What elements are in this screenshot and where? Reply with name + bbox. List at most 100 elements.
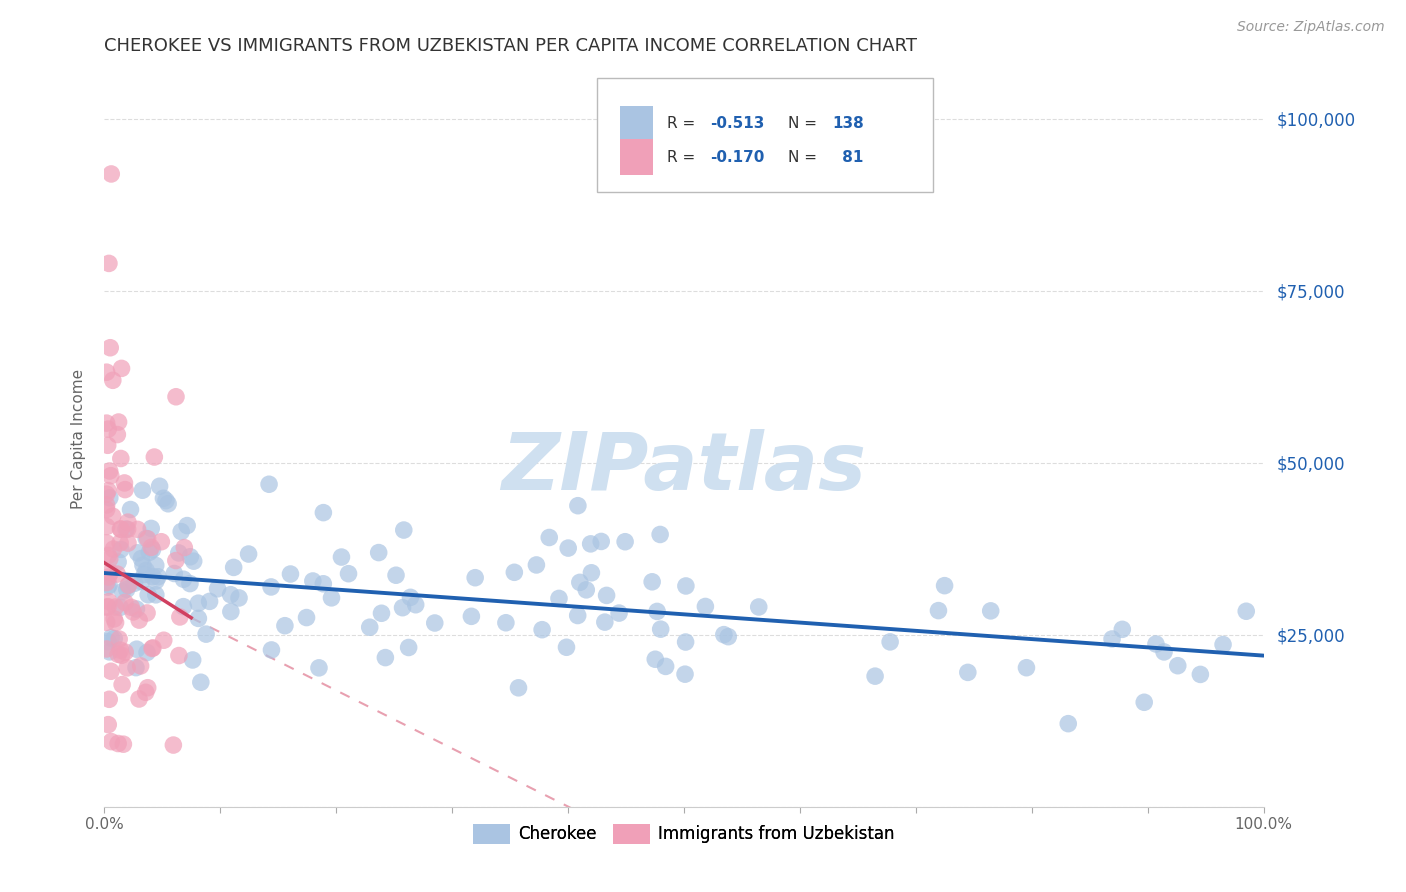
Point	[117, 536, 139, 550]
Point	[117, 578, 139, 592]
Point	[176, 518, 198, 533]
Point	[581, 566, 603, 580]
Point	[956, 665, 979, 680]
Point	[105, 567, 128, 582]
Point	[110, 361, 132, 376]
Point	[187, 596, 209, 610]
Point	[111, 648, 134, 663]
Point	[97, 634, 120, 648]
Point	[595, 588, 617, 602]
Point	[129, 659, 152, 673]
Point	[260, 580, 283, 594]
Point	[98, 552, 121, 566]
Point	[110, 451, 132, 466]
Text: -0.513: -0.513	[710, 116, 765, 131]
Point	[97, 717, 120, 731]
Point	[183, 554, 205, 568]
Point	[152, 491, 174, 506]
Point	[548, 591, 571, 606]
Point	[207, 582, 229, 596]
Point	[97, 256, 120, 270]
Point	[136, 588, 159, 602]
Point	[567, 499, 589, 513]
Point	[165, 390, 187, 404]
Point	[100, 468, 122, 483]
Text: 81: 81	[837, 150, 863, 164]
Point	[675, 635, 697, 649]
Point	[460, 609, 482, 624]
Point	[131, 483, 153, 498]
Point	[367, 545, 389, 559]
Point	[97, 549, 120, 563]
Point	[103, 612, 125, 626]
Point	[1101, 632, 1123, 646]
Point	[136, 532, 159, 546]
Point	[1057, 716, 1080, 731]
Point	[163, 566, 186, 581]
Point	[374, 650, 396, 665]
Point	[173, 541, 195, 555]
Point	[128, 613, 150, 627]
Text: Source: ZipAtlas.com: Source: ZipAtlas.com	[1237, 20, 1385, 34]
Point	[645, 604, 668, 618]
Point	[423, 615, 446, 630]
Point	[103, 542, 125, 557]
Point	[114, 483, 136, 497]
Point	[114, 475, 136, 490]
Point	[567, 608, 589, 623]
FancyBboxPatch shape	[598, 78, 934, 192]
Point	[695, 599, 717, 614]
Point	[115, 582, 138, 597]
Point	[105, 427, 128, 442]
Point	[97, 422, 120, 436]
Point	[134, 567, 156, 582]
Text: 138: 138	[832, 116, 865, 131]
Point	[162, 738, 184, 752]
Point	[135, 685, 157, 699]
Point	[145, 558, 167, 573]
Point	[370, 607, 392, 621]
Point	[136, 645, 159, 659]
Point	[1212, 638, 1234, 652]
Point	[96, 416, 118, 430]
Point	[654, 659, 676, 673]
Point	[219, 588, 242, 602]
Point	[1153, 645, 1175, 659]
Point	[385, 568, 408, 582]
Point	[157, 497, 180, 511]
Point	[312, 506, 335, 520]
Point	[122, 605, 145, 619]
Bar	[620, 139, 652, 175]
Point	[172, 572, 194, 586]
Point	[100, 734, 122, 748]
Point	[673, 667, 696, 681]
Point	[107, 555, 129, 569]
Point	[650, 527, 672, 541]
Point	[927, 604, 949, 618]
Point	[464, 571, 486, 585]
Point	[280, 567, 302, 582]
Point	[97, 594, 120, 608]
Point	[97, 580, 120, 594]
Point	[295, 610, 318, 624]
Point	[399, 591, 422, 605]
Point	[100, 631, 122, 645]
Point	[198, 594, 221, 608]
Point	[934, 579, 956, 593]
Point	[114, 595, 136, 609]
Point	[127, 546, 149, 560]
Point	[557, 541, 579, 555]
Point	[337, 566, 360, 581]
Point	[101, 373, 124, 387]
Point	[195, 627, 218, 641]
Point	[107, 648, 129, 662]
Point	[145, 574, 167, 588]
Point	[111, 678, 134, 692]
Point	[222, 560, 245, 574]
Legend: Cherokee, Immigrants from Uzbekistan: Cherokee, Immigrants from Uzbekistan	[467, 818, 901, 850]
Point	[100, 167, 122, 181]
Point	[274, 618, 297, 632]
Point	[321, 591, 343, 605]
Point	[150, 534, 173, 549]
Point	[717, 630, 740, 644]
